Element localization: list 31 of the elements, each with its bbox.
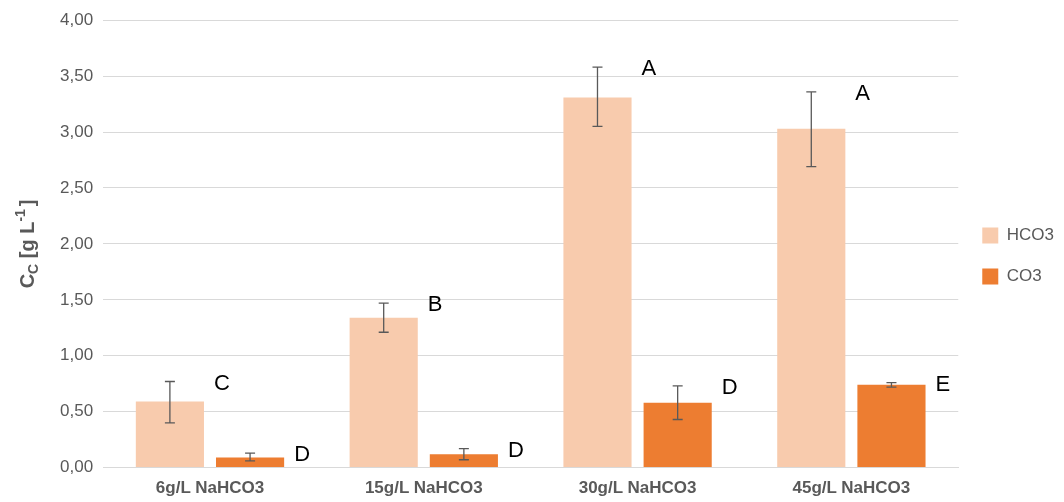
annotation: D xyxy=(507,436,524,462)
x-tick-label: 30g/L NaHCO3 xyxy=(578,478,697,498)
bar xyxy=(643,402,712,468)
bar xyxy=(216,457,285,468)
annotation: D xyxy=(294,441,311,467)
bar xyxy=(349,317,418,468)
y-tick-label: 1,50 xyxy=(59,289,94,309)
annotation: A xyxy=(641,55,657,81)
annotation: D xyxy=(721,374,738,400)
annotation: B xyxy=(427,291,443,317)
y-tick-label: 0,50 xyxy=(59,401,94,421)
annotation: A xyxy=(855,79,871,105)
y-tick-label: 0,00 xyxy=(59,457,94,477)
y-tick-label: 3,00 xyxy=(59,121,94,141)
bar xyxy=(857,384,926,468)
y-tick-label: 3,50 xyxy=(59,65,94,85)
x-tick-label: 45g/L NaHCO3 xyxy=(792,478,911,498)
annotation: E xyxy=(935,370,951,396)
y-tick-label: 2,50 xyxy=(59,177,94,197)
legend-label: HCO3 xyxy=(1006,225,1054,245)
y-tick-label: 2,00 xyxy=(59,233,94,253)
x-tick-label: 6g/L NaHCO3 xyxy=(155,478,265,498)
bar xyxy=(429,454,498,468)
bar xyxy=(777,128,846,468)
x-tick-label: 15g/L NaHCO3 xyxy=(364,478,483,498)
y-tick-label: 4,00 xyxy=(59,9,94,29)
bar xyxy=(135,401,204,468)
annotation: C xyxy=(213,369,230,395)
bar xyxy=(563,97,632,468)
y-tick-label: 1,00 xyxy=(59,345,94,365)
legend-label: CO3 xyxy=(1006,266,1042,286)
